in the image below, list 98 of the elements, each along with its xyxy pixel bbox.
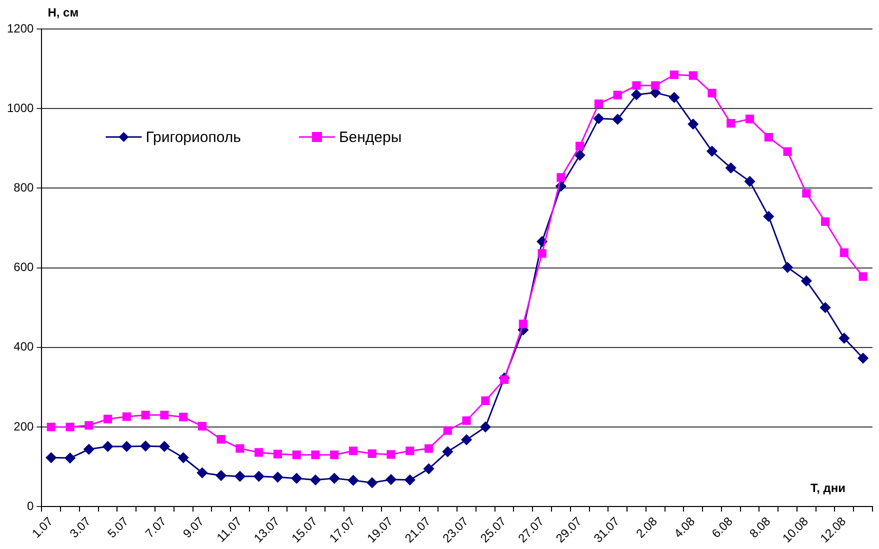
point	[311, 450, 320, 460]
x-tick-label: 8.08	[746, 514, 774, 541]
point	[670, 70, 679, 80]
point	[632, 81, 641, 90]
point	[216, 470, 226, 481]
point	[254, 448, 264, 457]
point	[744, 176, 756, 187]
point	[234, 471, 246, 482]
point	[272, 472, 283, 482]
y-axis-title: Н, см	[48, 5, 79, 20]
point	[366, 477, 378, 488]
point	[386, 474, 396, 485]
point	[46, 452, 56, 463]
point	[140, 440, 151, 452]
point	[159, 441, 170, 452]
point	[102, 441, 114, 452]
point	[310, 474, 321, 486]
y-tick-label: 400	[14, 340, 34, 354]
point	[801, 276, 812, 286]
point	[64, 452, 76, 464]
point	[538, 249, 546, 258]
point	[404, 474, 416, 486]
point	[688, 71, 698, 80]
y-tick-label: 1200	[6, 21, 34, 36]
point	[840, 248, 848, 257]
point	[442, 446, 453, 457]
point	[480, 422, 491, 432]
legend-label: Бендеры	[338, 129, 402, 146]
point	[688, 118, 698, 130]
point	[121, 441, 132, 452]
point	[706, 146, 718, 156]
point	[481, 396, 490, 406]
point	[122, 412, 131, 421]
point	[84, 444, 94, 455]
legend-label: Григориополь	[146, 129, 242, 146]
point	[764, 132, 773, 142]
point	[461, 434, 472, 445]
point	[500, 375, 509, 384]
point	[273, 450, 282, 458]
y-tick-label: 0	[27, 498, 34, 513]
point	[386, 450, 396, 459]
point	[576, 142, 584, 150]
point	[651, 81, 660, 90]
y-tick-label: 200	[14, 419, 34, 434]
point	[424, 444, 434, 453]
point	[782, 262, 793, 273]
y-tick-label: 1000	[6, 100, 34, 115]
point	[462, 416, 471, 425]
point	[406, 446, 414, 456]
point	[179, 412, 188, 422]
point	[254, 471, 264, 482]
point	[348, 475, 358, 486]
point	[198, 422, 206, 430]
point	[668, 92, 680, 103]
point	[726, 119, 736, 128]
point	[802, 189, 811, 198]
point	[518, 320, 528, 328]
point	[556, 173, 566, 182]
point	[348, 446, 358, 456]
point	[330, 450, 339, 460]
point	[613, 90, 622, 100]
point	[858, 272, 868, 281]
point	[593, 113, 604, 124]
point	[368, 449, 376, 458]
x-axis-title: Т, дни	[810, 480, 846, 495]
point	[858, 352, 868, 364]
point	[103, 414, 112, 424]
point	[443, 426, 452, 435]
point	[178, 452, 189, 463]
point	[631, 89, 642, 100]
point	[612, 114, 623, 125]
point	[291, 473, 302, 484]
x-tick-label: 4.08	[671, 514, 698, 541]
point	[66, 422, 74, 432]
point	[745, 114, 754, 124]
point	[292, 450, 301, 460]
point	[820, 302, 831, 313]
y-tick-label: 600	[14, 260, 34, 274]
point	[196, 468, 208, 478]
point	[763, 211, 774, 222]
point	[783, 147, 792, 156]
point	[574, 150, 586, 160]
point	[160, 410, 169, 420]
point	[84, 421, 94, 430]
point	[329, 473, 340, 484]
point	[726, 162, 736, 174]
point	[216, 435, 226, 444]
point	[536, 236, 548, 247]
point	[708, 88, 716, 98]
y-tick-label: 800	[14, 180, 34, 195]
point	[46, 422, 56, 432]
point	[821, 217, 830, 226]
point	[424, 464, 434, 474]
point	[236, 444, 244, 453]
x-tick-label: 6.08	[708, 514, 736, 541]
point	[838, 332, 850, 344]
point	[141, 410, 150, 420]
point	[594, 100, 603, 108]
